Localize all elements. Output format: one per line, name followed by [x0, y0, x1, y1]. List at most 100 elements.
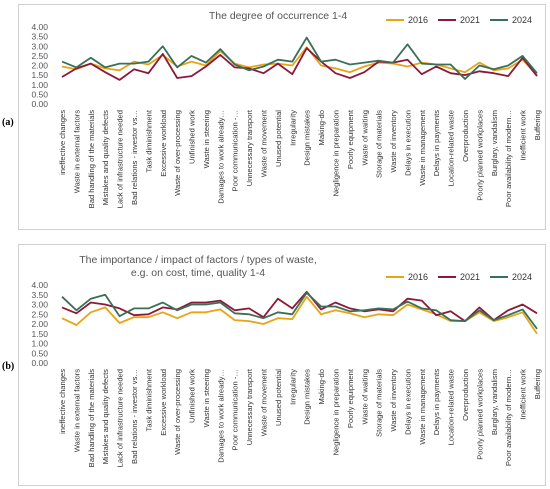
- category-label: Waste of over-processing: [173, 369, 182, 455]
- category-label: Waste of waiting: [360, 369, 369, 424]
- chart-title: The importance / impact of factors / typ…: [79, 254, 317, 266]
- category-label: Storage of materials: [375, 369, 384, 437]
- category-label: Buffering: [533, 369, 542, 399]
- category-label: Poorly planned workplaces: [475, 369, 484, 460]
- category-label: Waste in steering: [202, 369, 211, 427]
- y-tick-label: 4.00: [31, 280, 48, 290]
- category-label: Lack of infrastructure needed: [116, 110, 125, 208]
- category-label: Storage of materials: [375, 110, 384, 178]
- category-label: Waste in steering: [202, 110, 211, 168]
- category-label: Burglary, vandalism: [490, 369, 499, 435]
- category-label: Unnecessary transport: [245, 109, 254, 186]
- chart-panel-b: (b) The importance / impact of factors /…: [0, 240, 550, 489]
- category-label: Poor communication -…: [231, 369, 240, 450]
- category-label: Unused potential: [274, 110, 283, 167]
- category-label: Damages to work already…: [216, 369, 225, 463]
- y-tick-label: 0.50: [31, 89, 48, 99]
- category-label: Poor availability of modern…: [504, 369, 513, 466]
- category-label: Location-related waste: [447, 369, 456, 445]
- y-tick-label: 1.00: [31, 80, 48, 90]
- category-label: Irregularity: [288, 369, 297, 405]
- category-label: Unfinished work: [188, 369, 197, 423]
- y-tick-label: 0.00: [31, 99, 48, 109]
- chart-title: e.g. on cost, time, quality 1-4: [131, 267, 265, 279]
- category-label: Inefficient work: [519, 369, 528, 420]
- y-tick-label: 1.50: [31, 70, 48, 80]
- category-label: Task diminishment: [144, 368, 153, 431]
- category-label: Bad relations - investor vs…: [130, 110, 139, 205]
- category-label: Delays in payments: [432, 369, 441, 435]
- series-line-2021: [61, 290, 538, 322]
- category-label: Buffering: [533, 110, 542, 140]
- legend-label-2024: 2024: [512, 15, 532, 25]
- category-label: ineffective changes: [58, 110, 67, 175]
- category-label: Overproduction: [461, 110, 470, 162]
- category-label: Waste in management: [418, 109, 427, 186]
- series-line-2021: [61, 47, 538, 81]
- category-label: Unfinished work: [188, 110, 197, 164]
- category-label: Bad handling of the materials: [87, 369, 96, 468]
- category-label: Damages to work already…: [216, 110, 225, 204]
- y-tick-label: 3.00: [31, 41, 48, 51]
- category-label: Negligence in preparation: [331, 110, 340, 197]
- y-tick-label: 3.50: [31, 32, 48, 42]
- chart-panel-a: (a) The degree of occurrence 1-4 0.00 0.50…: [0, 0, 550, 232]
- chart-b-svg: The importance / impact of factors / typ…: [31, 254, 542, 468]
- legend-label-2021: 2021: [460, 15, 480, 25]
- category-label: Waste of inventory: [389, 110, 398, 173]
- category-label: Excessive workload: [159, 110, 168, 177]
- category-label: Mistakes and quality defects: [101, 110, 110, 206]
- panel-label-b: (b): [2, 361, 15, 372]
- legend-label-2024: 2024: [512, 272, 532, 282]
- category-label: Task diminishment: [144, 109, 153, 172]
- category-label: Waste of over-processing: [173, 110, 182, 196]
- category-label: Irregularity: [288, 110, 297, 146]
- legend-label-2016: 2016: [408, 272, 428, 282]
- legend-label-2021: 2021: [460, 272, 480, 282]
- y-tick-label: 1.50: [31, 329, 48, 339]
- legend-label-2016: 2016: [408, 15, 428, 25]
- y-tick-label: 1.00: [31, 339, 48, 349]
- category-label: Poorly equipment: [346, 368, 355, 428]
- category-label: Delays in execution: [403, 369, 412, 435]
- category-label: Waste in external factors: [72, 369, 81, 452]
- category-label: Design mistakes: [303, 369, 312, 425]
- category-label: Delays in execution: [403, 110, 412, 176]
- category-label: Unnecessary transport: [245, 368, 254, 445]
- chart-title: The degree of occurrence 1-4: [209, 10, 347, 22]
- y-tick-label: 3.50: [31, 290, 48, 300]
- category-label: Excessive workload: [159, 369, 168, 436]
- category-label: Poorly planned workplaces: [475, 110, 484, 201]
- y-tick-label: 4.00: [31, 22, 48, 32]
- category-label: Design mistakes: [303, 110, 312, 166]
- category-label: Unused potential: [274, 369, 283, 426]
- category-label: Mistakes and quality defects: [101, 369, 110, 465]
- series-line-2024: [61, 36, 538, 80]
- y-tick-label: 2.50: [31, 309, 48, 319]
- series-line-2024: [61, 291, 538, 330]
- category-label: Poor availability of modern…: [504, 110, 513, 207]
- chart-frame-a: [18, 4, 546, 230]
- chart-a-svg: The degree of occurrence 1-4 0.000.501.00…: [31, 10, 542, 209]
- y-tick-label: 2.50: [31, 51, 48, 61]
- category-label: Poorly equipment: [346, 109, 355, 169]
- category-label: Negligence in preparation: [331, 369, 340, 456]
- category-label: Inefficient work: [519, 110, 528, 161]
- category-label: Lack of infrastructure needed: [116, 369, 125, 467]
- category-label: Waste of movement: [260, 109, 269, 177]
- category-label: Waste of waiting: [360, 110, 369, 165]
- y-tick-label: 0.50: [31, 348, 48, 358]
- chart-frame-b: [18, 244, 546, 486]
- category-label: Waste of inventory: [389, 369, 398, 432]
- y-tick-label: 2.00: [31, 319, 48, 329]
- category-label: Making-do: [317, 110, 326, 145]
- category-label: Overproduction: [461, 369, 470, 421]
- panel-label-a: (a): [2, 117, 14, 128]
- y-tick-label: 3.00: [31, 300, 48, 310]
- category-label: Bad handling of the materials: [87, 110, 96, 209]
- category-label: Poor communication -…: [231, 110, 240, 191]
- y-tick-label: 0.00: [31, 358, 48, 368]
- category-label: Bad relations - investor vs…: [130, 369, 139, 464]
- category-label: Delays in payments: [432, 110, 441, 176]
- category-label: Waste in management: [418, 368, 427, 445]
